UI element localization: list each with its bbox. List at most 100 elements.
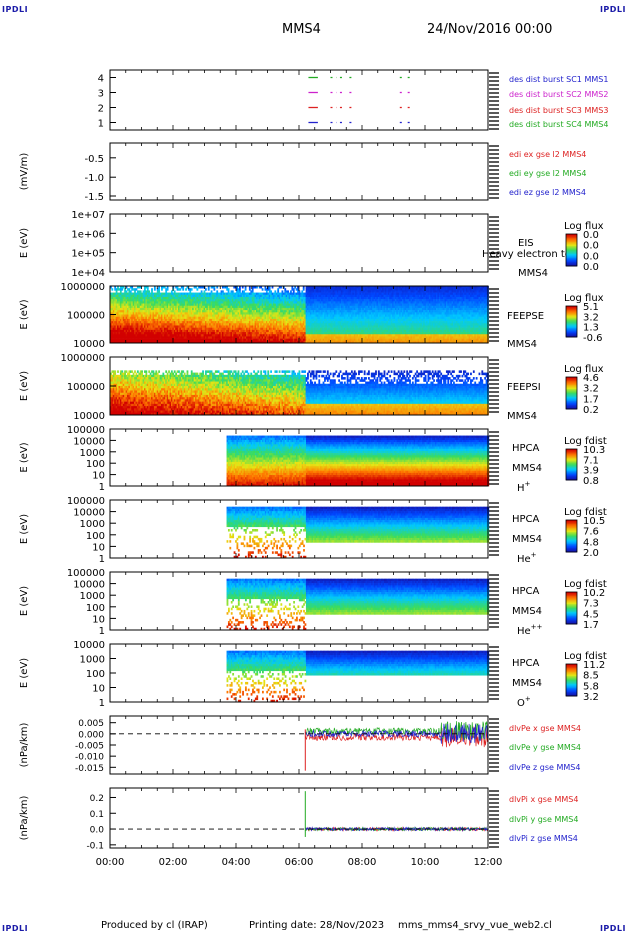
spectrogram-cell: [140, 290, 142, 292]
y-tick-label: 1e+07: [71, 210, 105, 221]
y-tick-label: 1e+04: [71, 268, 105, 279]
y-tick-label: 4: [98, 74, 104, 85]
spectrogram-cell: [222, 290, 224, 292]
y-tick-label: -0.5: [84, 154, 104, 165]
y-tick-label: -1.5: [84, 192, 104, 203]
colorbar-tick-label: 0.0: [583, 251, 599, 262]
legend-entry: des dist burst SC4 MMS4: [509, 120, 608, 129]
spectrogram-cell: [228, 288, 230, 290]
overlap-label: Heavy electron to: [482, 249, 571, 260]
legend-entry: des dist burst SC2 MMS2: [509, 90, 608, 99]
legend-entry: des dist burst SC3 MMS3: [509, 106, 608, 115]
spectrogram-cell: [205, 288, 207, 290]
spectrogram-cell: [144, 288, 146, 290]
spectrogram-cell: [116, 290, 118, 292]
spectrogram-cell: [171, 290, 173, 292]
y-tick-label: 1: [98, 119, 104, 130]
panel-eis: 1e+07 1e+06 1e+05 1e+04 E (eV) EIS MMS4 Heavy e…: [19, 210, 604, 279]
spectrogram-cell: [274, 290, 276, 292]
legend-entry: edi ey gse l2 MMS4: [509, 169, 587, 178]
y-tick-label: 2: [98, 104, 104, 115]
spectrogram-cell: [134, 290, 136, 292]
colorbar-tick-label: 0.0: [583, 230, 599, 241]
spectrogram-cell: [228, 290, 230, 292]
spectrogram-cell: [191, 288, 193, 290]
spectrogram-cell: [266, 290, 268, 292]
spectrogram-cell: [179, 288, 181, 290]
spectrogram-cell: [277, 290, 279, 292]
spectrogram-cell: [158, 290, 160, 292]
spectrogram-cell: [290, 290, 292, 292]
spectrogram-cell: [252, 290, 254, 292]
spectrogram-cell: [213, 288, 215, 290]
panel-burst: 4 3 2 1 des dist burst SC1 MMS1 des dist burs…: [98, 70, 609, 130]
spectrogram-cell: [262, 288, 264, 290]
y-tick-label: 3: [98, 89, 104, 100]
spectrogram-cell: [147, 288, 149, 290]
spectrogram-cell: [201, 290, 203, 292]
spectrogram-cell: [245, 288, 247, 290]
spectrogram-cell: [189, 290, 191, 292]
spectrogram-cell: [121, 288, 123, 290]
spectrogram-cell: [239, 290, 241, 292]
spectrogram-cell: [243, 290, 245, 292]
spectrogram-cell: [293, 290, 295, 292]
panel-frame: [110, 143, 488, 200]
y-tick-label: -1.0: [84, 173, 104, 184]
spectrogram-cell: [151, 288, 153, 290]
spectrogram-cell: [293, 288, 295, 290]
spectrogram-cell: [211, 290, 213, 292]
spectrogram-cell: [282, 290, 284, 292]
spectrogram-cell: [216, 290, 218, 292]
spectrogram-cell: [126, 290, 128, 292]
y-axis-label: (mV/m): [19, 153, 30, 191]
spectrogram-cell: [185, 288, 187, 290]
spectrogram-cell: [204, 290, 206, 292]
spectrogram-cell: [270, 290, 272, 292]
panel-frame: [110, 214, 488, 272]
spectrogram-cell: [182, 288, 184, 290]
spectrogram-cell: [301, 290, 303, 292]
spectrogram-cell: [154, 288, 156, 290]
legend-entry: edi ex gse l2 MMS4: [509, 150, 586, 159]
spectrogram-cell: [158, 288, 160, 290]
y-tick-label: 1e+06: [71, 229, 105, 240]
spectrogram-cell: [239, 288, 241, 290]
spectrogram-cell: [136, 288, 138, 290]
panel-frame: [110, 70, 488, 130]
instrument-label: EIS: [518, 238, 534, 249]
spectrogram-cell: [277, 288, 279, 290]
spectrogram-cell: [249, 288, 251, 290]
spectrogram-cell: [232, 290, 234, 292]
legend-entry: des dist burst SC1 MMS1: [509, 75, 608, 84]
spectrogram-feepse: [110, 286, 489, 343]
burst-segments: [308, 78, 410, 123]
spectrogram-cell: [120, 290, 122, 292]
spectrogram-cell: [196, 288, 198, 290]
y-tick-label: 1e+05: [71, 249, 105, 260]
spectrogram-cell: [151, 290, 153, 292]
spectrogram-cell: [269, 288, 271, 290]
y-axis-label: E (eV): [19, 228, 30, 258]
spectrogram-cell: [165, 290, 167, 292]
spectrogram-cell: [174, 290, 176, 292]
colorbar-tick-label: 0.0: [583, 241, 599, 252]
spectrogram-cell: [167, 288, 169, 290]
spectrogram-cell: [130, 290, 132, 292]
spectrogram-cell: [303, 288, 305, 290]
spectrogram-cell: [287, 290, 289, 292]
legend-entry: edi ez gse l2 MMS4: [509, 188, 586, 197]
spacecraft-label: MMS4: [518, 268, 548, 279]
spectrogram-cell: [128, 288, 130, 290]
panel-edi: -0.5 -1.0 -1.5 (mV/m) edi ex gse l2 MMS4 edi …: [19, 143, 587, 203]
spectrogram-cell: [284, 288, 286, 290]
colorbar-tick-label: 0.0: [583, 262, 599, 273]
colorbar: [566, 234, 577, 267]
spectrogram-cell: [148, 290, 150, 292]
spectrogram-cell: [208, 288, 210, 290]
spectrogram-cell: [161, 288, 163, 290]
spectrogram-cell: [111, 288, 113, 290]
